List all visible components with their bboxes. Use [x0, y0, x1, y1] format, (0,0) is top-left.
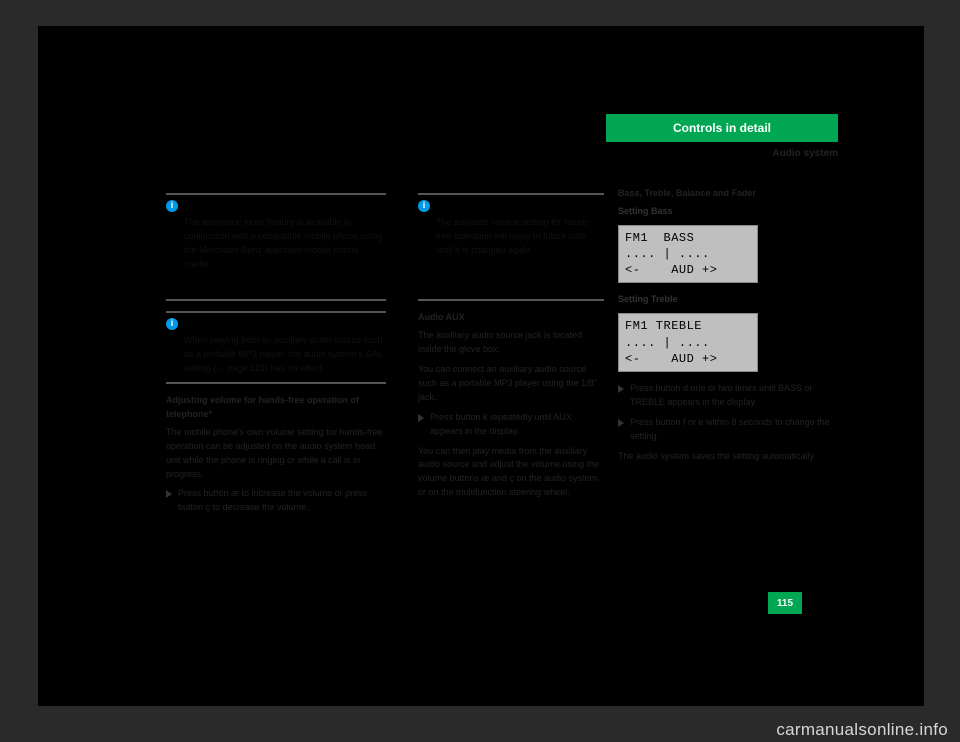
watermark: carmanualsonline.info [0, 720, 960, 740]
lcd-line: <- AUD +> [625, 263, 717, 277]
triangle-icon [618, 385, 624, 393]
lcd-line: <- AUD +> [625, 352, 717, 366]
lcd-line: FM1 BASS [625, 231, 694, 245]
info-icon: i [166, 318, 178, 330]
step: Press button f or e within 8 seconds to … [618, 416, 838, 444]
info-box: i When playing from an auxiliary audio s… [166, 311, 386, 384]
paragraph: The auxiliary audio source jack is locat… [418, 329, 604, 357]
info-text: The adjusted volume setting for hands-fr… [436, 216, 604, 258]
subheading: Audio AUX [418, 311, 604, 325]
column-3: Bass, Treble, Balance and Fader Setting … [618, 187, 838, 470]
lcd-display-treble: FM1 TREBLE .... | .... <- AUD +> [618, 313, 758, 372]
triangle-icon [618, 419, 624, 427]
page-number-label: 115 [777, 598, 793, 609]
step: Press button k repeatedly until AUX appe… [418, 411, 604, 439]
section-subtitle: Audio system [772, 148, 838, 159]
subheading: Adjusting volume for hands-free operatio… [166, 394, 386, 422]
triangle-icon [166, 490, 172, 498]
subheading: Bass, Treble, Balance and Fader [618, 187, 838, 201]
lcd-line: FM1 TREBLE [625, 319, 702, 333]
column-2: i The adjusted volume setting for hands-… [418, 187, 604, 506]
lcd-display-bass: FM1 BASS .... | .... <- AUD +> [618, 225, 758, 284]
step-text: Press button k repeatedly until AUX appe… [430, 411, 604, 439]
info-box: i The telephone mute feature is availabl… [166, 193, 386, 301]
info-box: i The adjusted volume setting for hands-… [418, 193, 604, 301]
info-icon: i [418, 200, 430, 212]
step-text: Press button æ to increase the volume or… [178, 487, 386, 515]
subheading: Setting Bass [618, 205, 838, 219]
page-number: 115 [768, 592, 802, 614]
section-tab-label: Controls in detail [673, 121, 771, 135]
section-tab: Controls in detail [606, 114, 838, 142]
lcd-line: .... | .... [625, 247, 710, 261]
step: Press button d one or two times until BA… [618, 382, 838, 410]
info-text: When playing from an auxiliary audio sou… [184, 334, 386, 376]
column-1: i The telephone mute feature is availabl… [166, 187, 386, 521]
info-text: The telephone mute feature is available … [184, 216, 386, 272]
lcd-line: .... | .... [625, 336, 710, 350]
manual-page: Controls in detail Audio system i The te… [38, 26, 924, 706]
info-icon: i [166, 200, 178, 212]
subheading: Setting Treble [618, 293, 838, 307]
paragraph: You can then play media from the auxilia… [418, 445, 604, 501]
paragraph: The audio system saves the setting autom… [618, 450, 838, 464]
step: Press button æ to increase the volume or… [166, 487, 386, 515]
paragraph: The mobile phone's own volume setting fo… [166, 426, 386, 482]
triangle-icon [418, 414, 424, 422]
step-text: Press button f or e within 8 seconds to … [630, 416, 838, 444]
paragraph: You can connect an auxiliary audio sourc… [418, 363, 604, 405]
step-text: Press button d one or two times until BA… [630, 382, 838, 410]
